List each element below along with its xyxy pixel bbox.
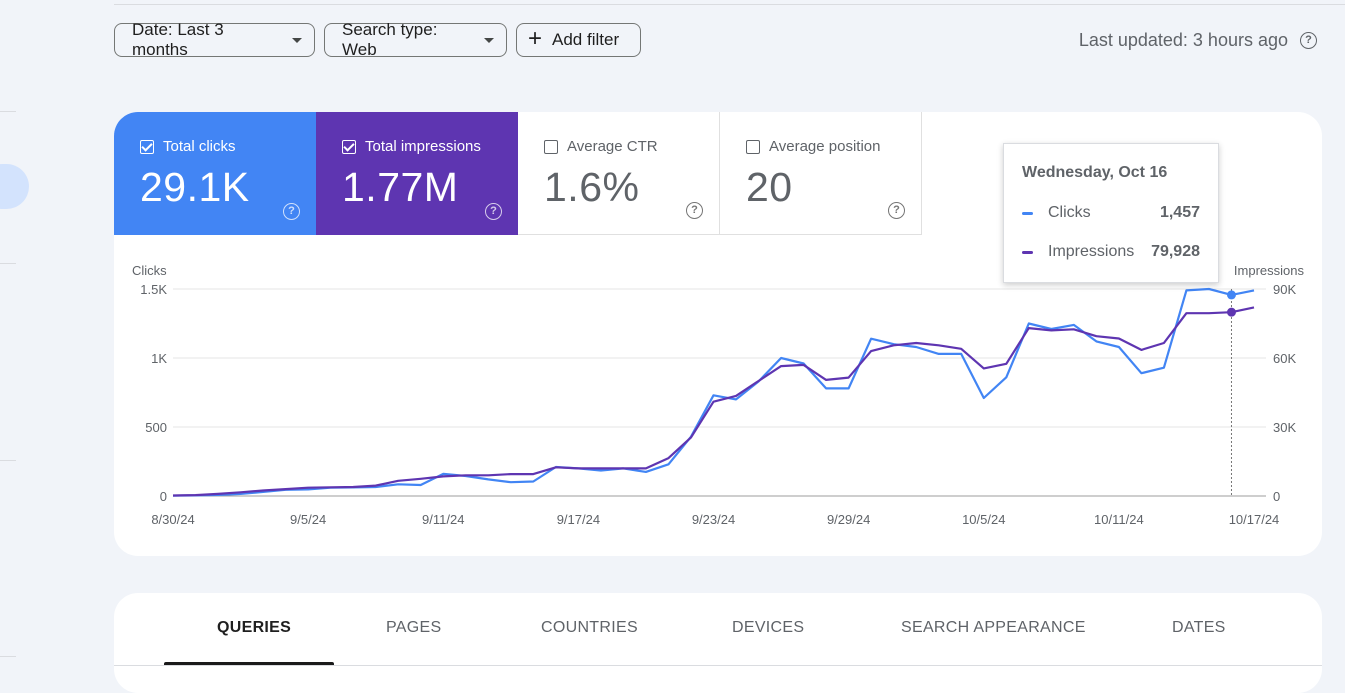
- y-tick-label-left: 1K: [151, 351, 167, 366]
- metric-average-position[interactable]: Average position 20 ?: [720, 112, 922, 235]
- tooltip-series-name: Clicks: [1048, 204, 1091, 221]
- clicks-series-swatch: [1022, 211, 1033, 215]
- x-tick-label: 9/17/24: [557, 512, 600, 527]
- help-icon[interactable]: ?: [686, 202, 703, 219]
- add-filter-label: Add filter: [552, 30, 620, 49]
- y-tick-label-left: 500: [145, 420, 167, 435]
- tab-devices[interactable]: DEVICES: [732, 619, 805, 636]
- tab-dates[interactable]: DATES: [1172, 619, 1226, 636]
- checkbox-icon[interactable]: [544, 139, 558, 154]
- metric-value: 1.77M: [342, 164, 459, 210]
- metric-label: Average position: [769, 138, 881, 155]
- x-tick-label: 10/11/24: [1094, 512, 1144, 527]
- x-tick-label: 10/5/24: [962, 512, 1005, 527]
- impressions-series-swatch: [1022, 250, 1033, 254]
- help-icon[interactable]: ?: [888, 202, 905, 219]
- date-filter-label: Date: Last 3 months: [132, 20, 224, 59]
- tooltip-row-impressions: Impressions 79,928: [1022, 243, 1200, 261]
- series-point-clicks: [1226, 290, 1236, 300]
- y-tick-label-left: 0: [160, 489, 167, 504]
- performance-card: Total clicks 29.1K ? Total impressions 1…: [114, 112, 1322, 556]
- x-tick-label: 9/5/24: [290, 512, 326, 527]
- x-tick-label: 9/29/24: [827, 512, 870, 527]
- tooltip-series-value: 79,928: [1151, 243, 1200, 260]
- metric-total-clicks[interactable]: Total clicks 29.1K ?: [114, 112, 316, 235]
- help-icon[interactable]: ?: [1300, 32, 1317, 49]
- metric-value: 29.1K: [140, 164, 250, 210]
- x-tick-label: 8/30/24: [151, 512, 194, 527]
- y-axis-title-left: Clicks: [132, 263, 167, 278]
- tabs-divider: [114, 665, 1322, 666]
- metric-label: Average CTR: [567, 138, 658, 155]
- add-filter-button[interactable]: + Add filter: [516, 23, 641, 57]
- tab-pages[interactable]: PAGES: [386, 619, 442, 636]
- y-tick-label-right: 0: [1273, 489, 1280, 504]
- search-type-filter-label: Search type: Web: [342, 20, 438, 59]
- metric-value: 20: [746, 164, 793, 210]
- tooltip-series-name: Impressions: [1048, 243, 1135, 260]
- tooltip-row-clicks: Clicks 1,457: [1022, 204, 1200, 222]
- metric-total-impressions[interactable]: Total impressions 1.77M ?: [316, 112, 518, 235]
- tab-search-appearance[interactable]: SEARCH APPEARANCE: [901, 619, 1086, 636]
- search-type-filter-chip[interactable]: Search type: Web: [324, 20, 507, 59]
- metric-value: 1.6%: [544, 164, 640, 210]
- plus-icon: +: [528, 25, 543, 52]
- checkbox-icon[interactable]: [746, 139, 760, 154]
- report-tabs-card: QUERIES PAGES COUNTRIES DEVICES SEARCH A…: [114, 593, 1322, 693]
- tooltip-series-value: 1,457: [1159, 204, 1200, 221]
- help-icon[interactable]: ?: [485, 203, 502, 220]
- y-tick-label-right: 30K: [1273, 420, 1296, 435]
- date-filter-chip[interactable]: Date: Last 3 months: [114, 20, 315, 59]
- metric-average-ctr[interactable]: Average CTR 1.6% ?: [518, 112, 720, 235]
- last-updated-text: Last updated: 3 hours ago: [1078, 30, 1288, 50]
- x-tick-label: 9/23/24: [692, 512, 735, 527]
- checkbox-icon[interactable]: [342, 139, 356, 154]
- nav-divider: [0, 460, 16, 461]
- nav-divider: [0, 263, 16, 264]
- dropdown-arrow-icon: [484, 37, 494, 43]
- y-axis-title-right: Impressions: [1234, 263, 1305, 278]
- metric-label: Total clicks: [163, 138, 236, 155]
- dropdown-arrow-icon: [292, 37, 302, 43]
- chart-tooltip: Wednesday, Oct 16 Clicks 1,457 Impressio…: [1003, 143, 1219, 283]
- header-divider: [114, 4, 1345, 5]
- nav-active-indicator[interactable]: [0, 164, 29, 209]
- active-tab-indicator: [164, 662, 334, 665]
- last-updated: Last updated: 3 hours ago ?: [1079, 30, 1317, 51]
- y-tick-label-right: 60K: [1273, 351, 1296, 366]
- series-point-impressions: [1226, 307, 1236, 317]
- nav-divider: [0, 111, 16, 112]
- checkbox-icon[interactable]: [140, 139, 154, 154]
- nav-divider: [0, 656, 16, 657]
- y-tick-label-left: 1.5K: [140, 282, 167, 297]
- series-line-impressions: [172, 306, 1255, 497]
- series-line-clicks: [172, 287, 1255, 497]
- tab-countries[interactable]: COUNTRIES: [541, 619, 638, 636]
- tooltip-date: Wednesday, Oct 16: [1022, 164, 1168, 181]
- help-icon[interactable]: ?: [283, 203, 300, 220]
- tab-queries[interactable]: QUERIES: [217, 619, 292, 636]
- x-tick-label: 9/11/24: [422, 512, 464, 527]
- metric-label: Total impressions: [365, 138, 481, 155]
- y-tick-label-right: 90K: [1273, 282, 1296, 297]
- x-tick-label: 10/17/24: [1229, 512, 1280, 527]
- performance-chart[interactable]: 0 500 1K 1.5K 0 30K 60K 90K Clicks Impressions 8/3…: [114, 112, 1322, 556]
